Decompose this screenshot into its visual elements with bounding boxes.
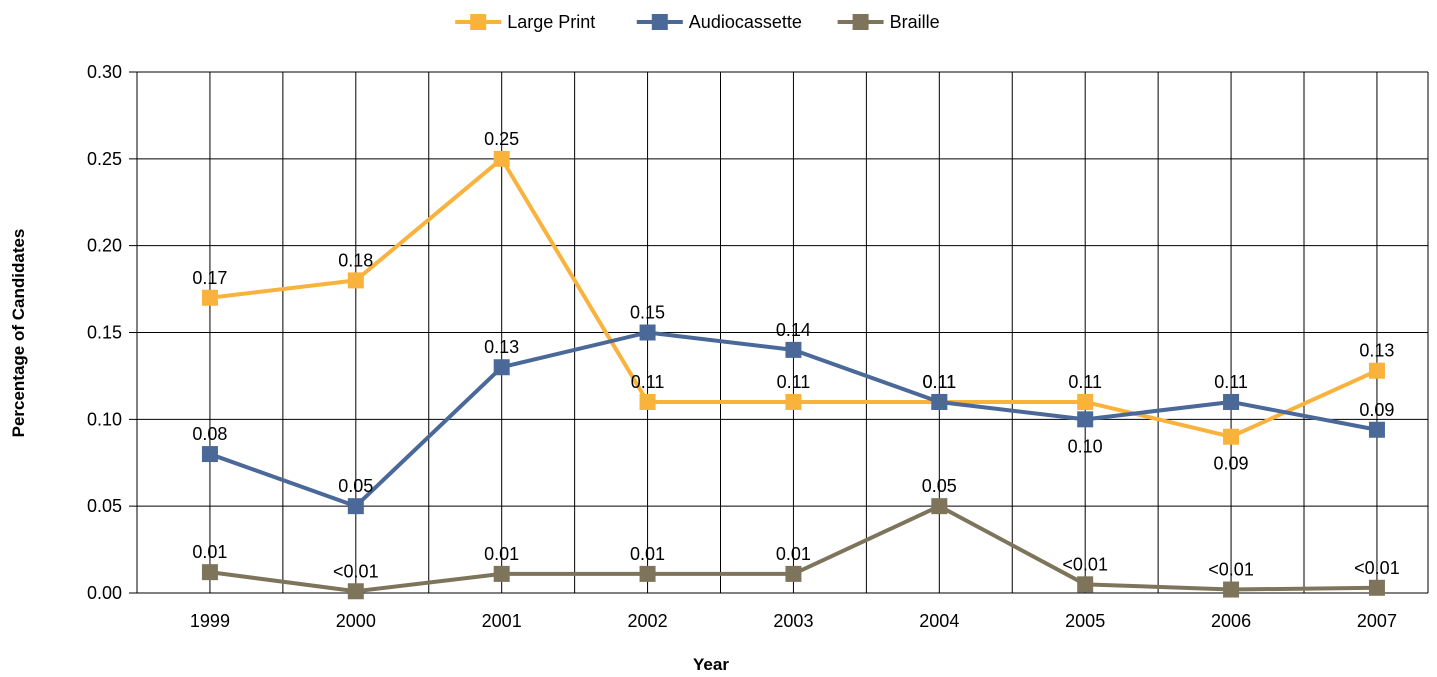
data-point-braille: [931, 498, 947, 514]
x-tick-label: 2007: [1357, 611, 1397, 631]
data-label-braille: 0.01: [192, 542, 227, 562]
y-tick-label: 0.20: [87, 236, 122, 256]
series-layer: 0.17 0.18 0.25 0.11 0.11 0.11 0.11 0.09 0.13 0.08…: [192, 129, 1399, 599]
y-axis-title: Percentage of Candidates: [9, 229, 28, 438]
data-label-large-print: 0.13: [1359, 341, 1394, 361]
data-point-audiocassette: [931, 394, 947, 410]
data-label-braille: <0.01: [1062, 554, 1108, 574]
x-tick-label: 2006: [1211, 611, 1251, 631]
data-point-audiocassette: [348, 498, 364, 514]
series-braille: 0.01 <0.01 0.01 0.01 0.01 0.05 <0.01 <0.01 <0.01: [192, 476, 1399, 599]
data-point-audiocassette: [1369, 422, 1385, 438]
legend-marker: [652, 14, 668, 30]
data-label-braille: 0.01: [776, 544, 811, 564]
y-axis-ticks: 0.00 0.05 0.10 0.15 0.20 0.25 0.30: [87, 62, 122, 603]
data-label-audiocassette: 0.10: [1068, 436, 1103, 456]
data-point-braille: [1077, 576, 1093, 592]
data-point-large-print: [202, 290, 218, 306]
data-label-audiocassette: 0.13: [484, 337, 519, 357]
data-point-braille: [1369, 580, 1385, 596]
data-point-braille: [785, 566, 801, 582]
legend-label: Audiocassette: [689, 12, 802, 32]
x-axis-ticks: 1999 2000 2001 2002 2003 2004 2005 2006 2007: [190, 611, 1397, 631]
data-point-large-print: [785, 394, 801, 410]
y-tick-label: 0.05: [87, 496, 122, 516]
data-point-braille: [494, 566, 510, 582]
data-point-audiocassette: [1223, 394, 1239, 410]
y-tick-label: 0.30: [87, 62, 122, 82]
legend-item-braille: Braille: [838, 12, 940, 32]
x-tick-label: 1999: [190, 611, 230, 631]
legend-marker: [470, 14, 486, 30]
x-tick-label: 2005: [1065, 611, 1105, 631]
data-label-audiocassette: 0.09: [1359, 400, 1394, 420]
data-label-audiocassette: 0.08: [192, 424, 227, 444]
data-label-large-print: 0.11: [1068, 372, 1102, 392]
x-tick-label: 2003: [773, 611, 813, 631]
y-tick-label: 0.10: [87, 409, 122, 429]
data-point-large-print: [348, 272, 364, 288]
y-tick-label: 0.15: [87, 323, 122, 343]
x-tick-label: 2002: [628, 611, 668, 631]
data-point-braille: [202, 564, 218, 580]
data-point-audiocassette: [640, 325, 656, 341]
data-label-audiocassette: 0.14: [776, 320, 811, 340]
data-label-braille: 0.01: [484, 544, 519, 564]
data-label-braille: 0.05: [922, 476, 957, 496]
data-point-large-print: [1223, 429, 1239, 445]
data-point-braille: [1223, 582, 1239, 598]
data-point-braille: [348, 583, 364, 599]
data-label-large-print: 0.11: [631, 372, 665, 392]
data-label-audiocassette: 0.05: [338, 476, 373, 496]
data-label-braille: <0.01: [333, 561, 379, 581]
data-label-braille: <0.01: [1208, 560, 1254, 580]
data-point-audiocassette: [1077, 411, 1093, 427]
data-label-audiocassette: 0.15: [630, 303, 665, 323]
data-label-large-print: 0.25: [484, 129, 519, 149]
data-point-audiocassette: [202, 446, 218, 462]
x-tick-label: 2004: [919, 611, 959, 631]
data-label-large-print: 0.17: [192, 268, 227, 288]
data-point-large-print: [1077, 394, 1093, 410]
legend-item-audiocassette: Audiocassette: [637, 12, 802, 32]
data-point-audiocassette: [785, 342, 801, 358]
legend-marker: [853, 14, 869, 30]
data-point-braille: [640, 566, 656, 582]
data-point-large-print: [494, 151, 510, 167]
data-label-braille: <0.01: [1354, 558, 1400, 578]
y-tick-label: 0.25: [87, 149, 122, 169]
data-label-audiocassette: 0.11: [922, 372, 956, 392]
data-point-large-print: [1369, 363, 1385, 379]
data-label-large-print: 0.18: [338, 250, 373, 270]
x-axis-title: Year: [693, 655, 729, 674]
legend-item-large-print: Large Print: [455, 12, 595, 32]
data-label-braille: 0.01: [630, 544, 665, 564]
data-point-large-print: [640, 394, 656, 410]
x-tick-label: 2000: [336, 611, 376, 631]
data-point-audiocassette: [494, 359, 510, 375]
legend: Large Print Audiocassette Braille: [455, 12, 939, 32]
data-label-large-print: 0.11: [777, 372, 811, 392]
x-tick-label: 2001: [482, 611, 522, 631]
y-tick-label: 0.00: [87, 583, 122, 603]
legend-label: Braille: [890, 12, 940, 32]
legend-label: Large Print: [507, 12, 595, 32]
data-label-large-print: 0.09: [1214, 454, 1249, 474]
data-label-audiocassette: 0.11: [1214, 372, 1248, 392]
